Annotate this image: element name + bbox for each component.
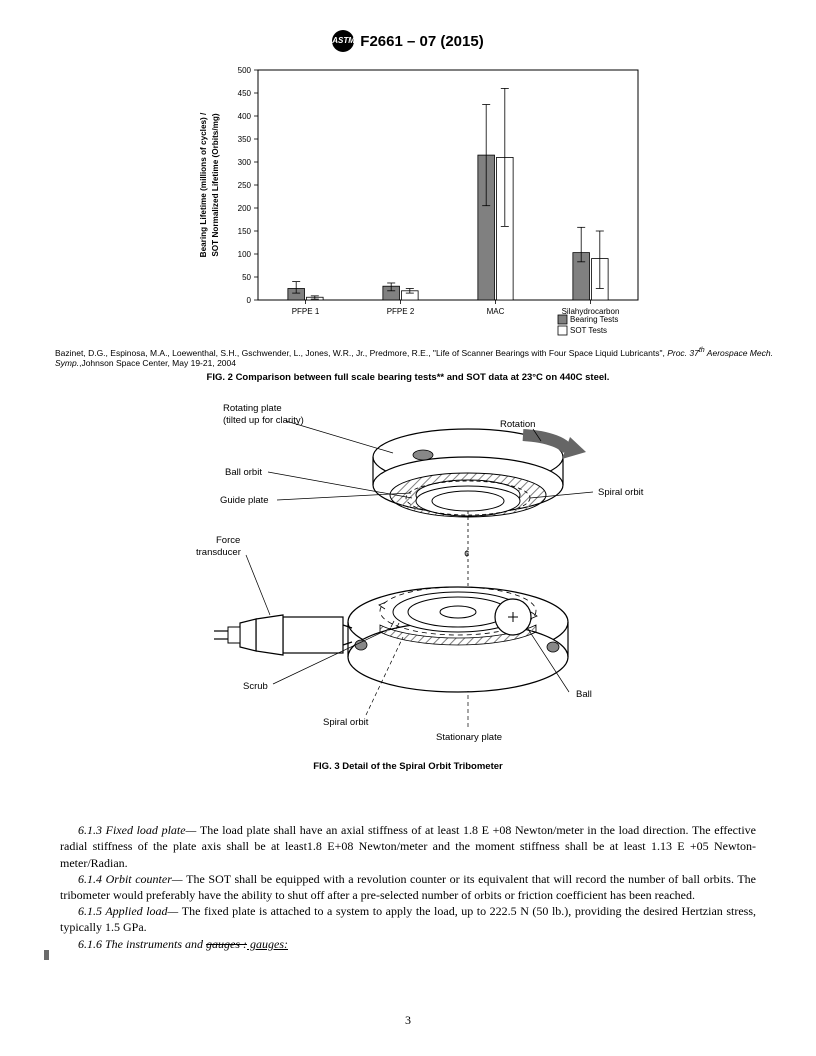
svg-text:50: 50 [242, 273, 251, 282]
label-spiral-orbit-top: Spiral orbit [598, 487, 644, 498]
page-header: ASTM F2661 – 07 (2015) [0, 0, 816, 52]
label-ball: Ball [576, 689, 592, 700]
figure-2-citation: Bazinet, D.G., Espinosa, M.A., Loewentha… [55, 346, 776, 368]
label-rotating-plate-2: (tilted up for clarity) [223, 415, 304, 426]
svg-text:0: 0 [247, 296, 252, 305]
para-6-1-3: 6.1.3 Fixed load plate— The load plate s… [60, 822, 756, 871]
body-text: 6.1.3 Fixed load plate— The load plate s… [60, 822, 756, 952]
svg-text:100: 100 [238, 250, 252, 259]
label-scrub: Scrub [243, 681, 268, 692]
svg-text:150: 150 [238, 227, 252, 236]
para-6-1-5: 6.1.5 Applied load— The fixed plate is a… [60, 903, 756, 935]
standard-id: F2661 – 07 (2015) [360, 33, 483, 50]
label-guide-plate: Guide plate [220, 495, 269, 506]
label-rotating-plate-1: Rotating plate [223, 403, 282, 414]
label-stationary-plate: Stationary plate [436, 732, 502, 743]
svg-text:¢: ¢ [464, 549, 470, 560]
svg-text:200: 200 [238, 204, 252, 213]
svg-text:SOT Tests: SOT Tests [570, 326, 607, 335]
change-bar-icon [44, 950, 49, 960]
svg-text:450: 450 [238, 89, 252, 98]
svg-text:500: 500 [238, 66, 252, 75]
svg-text:MAC: MAC [487, 307, 505, 316]
svg-text:400: 400 [238, 112, 252, 121]
label-force-1: Force [216, 535, 240, 546]
label-rotation: Rotation [500, 419, 535, 430]
figure-2-chart: 0 50 100 150 200 250 300 350 400 450 500 Bearing Li… [168, 60, 648, 340]
force-transducer-shape [214, 615, 352, 655]
svg-text:PFPE 2: PFPE 2 [387, 307, 415, 316]
label-ball-orbit: Ball orbit [225, 467, 262, 478]
label-spiral-orbit-bottom: Spiral orbit [323, 717, 369, 728]
svg-text:300: 300 [238, 158, 252, 167]
svg-text:Bearing Lifetime (millions of: Bearing Lifetime (millions of cycles) / [199, 112, 208, 257]
label-force-2: transducer [196, 547, 241, 558]
figure-2-caption: FIG. 2 Comparison between full scale bea… [0, 372, 816, 383]
para-6-1-6: 6.1.6 The instruments and gauges : gauge… [60, 936, 756, 952]
figure-3-caption: FIG. 3 Detail of the Spiral Orbit Tribom… [0, 761, 816, 772]
svg-text:350: 350 [238, 135, 252, 144]
svg-text:250: 250 [238, 181, 252, 190]
rotating-plate-shape [373, 429, 563, 517]
svg-text:SOT Normalized Lifetime (Orbit: SOT Normalized Lifetime (Orbits/mg) [211, 113, 220, 257]
svg-text:PFPE 1: PFPE 1 [292, 307, 320, 316]
svg-text:Bearing Tests: Bearing Tests [570, 315, 618, 324]
astm-logo-icon: ASTM [332, 30, 354, 52]
page-number: 3 [0, 1013, 816, 1028]
figure-3-diagram: ¢ [128, 397, 688, 757]
para-6-1-4: 6.1.4 Orbit counter— The SOT shall be eq… [60, 871, 756, 903]
